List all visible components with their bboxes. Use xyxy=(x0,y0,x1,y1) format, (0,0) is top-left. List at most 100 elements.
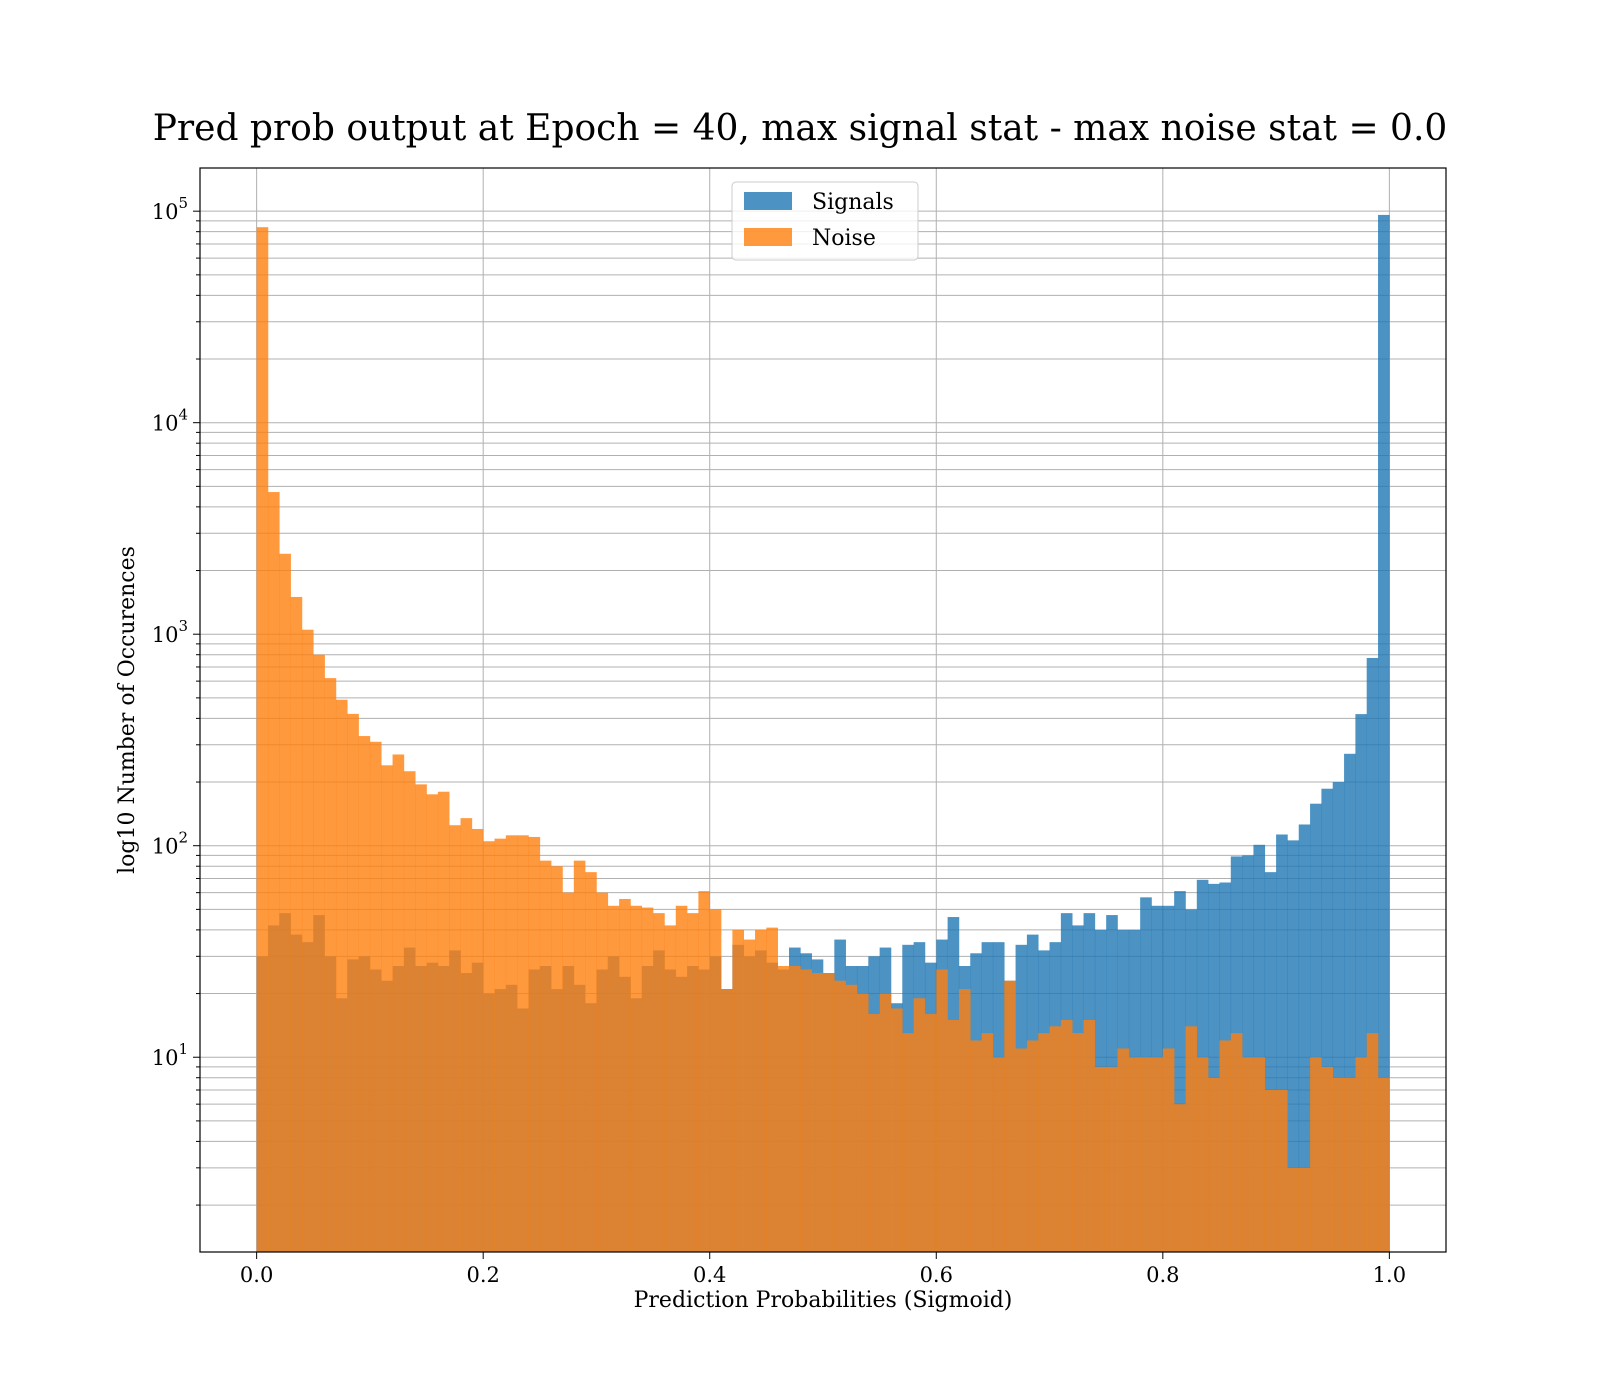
noise-bar xyxy=(1344,1077,1356,1252)
x-axis-label: Prediction Probabilities (Sigmoid) xyxy=(634,1288,1013,1313)
noise-bar xyxy=(902,1033,914,1252)
signals-bar xyxy=(1332,782,1345,1252)
noise-bar xyxy=(1083,1019,1096,1252)
noise-bar xyxy=(970,1040,982,1252)
signals-bar xyxy=(1321,788,1334,1252)
y-tick-label-exponent: 5 xyxy=(178,194,188,212)
legend-swatch-noise xyxy=(744,228,792,246)
noise-bar xyxy=(1321,1066,1334,1252)
noise-bar xyxy=(1310,1057,1322,1252)
y-tick-label: 104 xyxy=(152,406,188,436)
noise-bar xyxy=(1038,1033,1050,1252)
y-tick-label: 103 xyxy=(152,617,188,647)
legend: Signals Noise xyxy=(731,181,919,261)
noise-bar xyxy=(777,965,790,1252)
noise-bar xyxy=(743,939,756,1252)
noise-bar xyxy=(1208,1077,1220,1252)
signals-bar xyxy=(1298,824,1311,1252)
noise-bar xyxy=(721,989,733,1252)
signals-bar xyxy=(1355,714,1368,1252)
x-tick-label: 0.2 xyxy=(466,1263,499,1287)
noise-bar xyxy=(279,553,291,1252)
noise-bar xyxy=(1355,1057,1368,1252)
noise-bar xyxy=(585,872,597,1252)
noise-bar xyxy=(335,699,348,1252)
noise-bar xyxy=(1004,980,1016,1252)
series-noise xyxy=(256,227,1390,1252)
noise-bar xyxy=(449,825,461,1252)
signals-bar xyxy=(1264,872,1277,1252)
noise-bar xyxy=(1060,1019,1073,1252)
noise-bar xyxy=(392,754,405,1252)
noise-bar xyxy=(517,835,529,1252)
noise-bar xyxy=(1151,1057,1164,1252)
y-tick-label-base: 10 xyxy=(152,412,179,436)
noise-bar xyxy=(1219,1040,1232,1252)
noise-bar xyxy=(1185,1026,1198,1252)
noise-bar xyxy=(1106,1066,1118,1252)
noise-bar xyxy=(494,838,507,1252)
noise-bar xyxy=(981,1033,994,1252)
noise-bar xyxy=(426,794,439,1252)
noise-bar xyxy=(811,973,824,1252)
noise-bar xyxy=(709,909,722,1252)
noise-bar xyxy=(879,993,892,1252)
noise-bar xyxy=(698,891,711,1252)
noise-bar xyxy=(823,973,835,1252)
noise-bar xyxy=(1378,1077,1390,1252)
noise-bar xyxy=(460,818,473,1252)
noise-bar xyxy=(573,860,586,1252)
noise-bar xyxy=(596,892,609,1252)
noise-bar xyxy=(1162,1048,1175,1252)
noise-bar xyxy=(324,678,337,1252)
y-tick-label-exponent: 4 xyxy=(178,406,188,424)
noise-bar xyxy=(1094,1066,1107,1252)
y-tick-label-base: 10 xyxy=(152,835,179,859)
y-tick-label-base: 10 xyxy=(152,623,179,647)
noise-bar xyxy=(607,905,620,1252)
noise-bar xyxy=(1072,1033,1084,1252)
noise-bar xyxy=(653,913,665,1252)
noise-bar xyxy=(471,828,484,1252)
x-tick-label: 0.8 xyxy=(1146,1263,1179,1287)
noise-bar xyxy=(1026,1040,1039,1252)
signals-bar xyxy=(1378,214,1390,1252)
noise-bar xyxy=(347,713,359,1252)
signals-bar xyxy=(1208,883,1220,1252)
signals-bar xyxy=(1276,834,1288,1252)
noise-bar xyxy=(845,984,858,1252)
noise-bar xyxy=(256,227,269,1252)
noise-bar xyxy=(528,836,541,1252)
noise-bar xyxy=(630,905,643,1252)
noise-bar xyxy=(1276,1089,1288,1252)
noise-bar xyxy=(1287,1167,1300,1252)
y-tick-label-base: 10 xyxy=(152,200,179,224)
legend-swatch-signals xyxy=(744,192,792,210)
noise-bar xyxy=(1174,1104,1186,1252)
noise-bar xyxy=(641,907,654,1252)
y-axis-label: log10 Number of Occurences xyxy=(115,546,140,874)
noise-bar xyxy=(687,913,699,1252)
noise-bar xyxy=(936,969,948,1252)
noise-bar xyxy=(664,925,677,1252)
noise-bar xyxy=(1264,1089,1277,1252)
noise-bar xyxy=(415,784,427,1252)
noise-bar xyxy=(313,654,325,1252)
noise-bar xyxy=(992,1057,1005,1252)
x-tick-label: 0.4 xyxy=(693,1263,726,1287)
plot-frame xyxy=(199,167,1447,1253)
noise-bar xyxy=(913,998,926,1252)
noise-bar xyxy=(1140,1057,1152,1252)
noise-bar xyxy=(267,492,280,1252)
signals-bar xyxy=(1366,657,1379,1252)
x-tick-label: 1.0 xyxy=(1373,1263,1406,1287)
y-tick-label-exponent: 2 xyxy=(178,829,188,847)
noise-bar xyxy=(1049,1026,1062,1252)
signals-bar xyxy=(1344,753,1356,1252)
noise-bar xyxy=(755,929,767,1252)
y-tick-label-exponent: 3 xyxy=(178,617,188,635)
bars-layer xyxy=(256,214,1390,1252)
noise-bar xyxy=(619,898,631,1252)
